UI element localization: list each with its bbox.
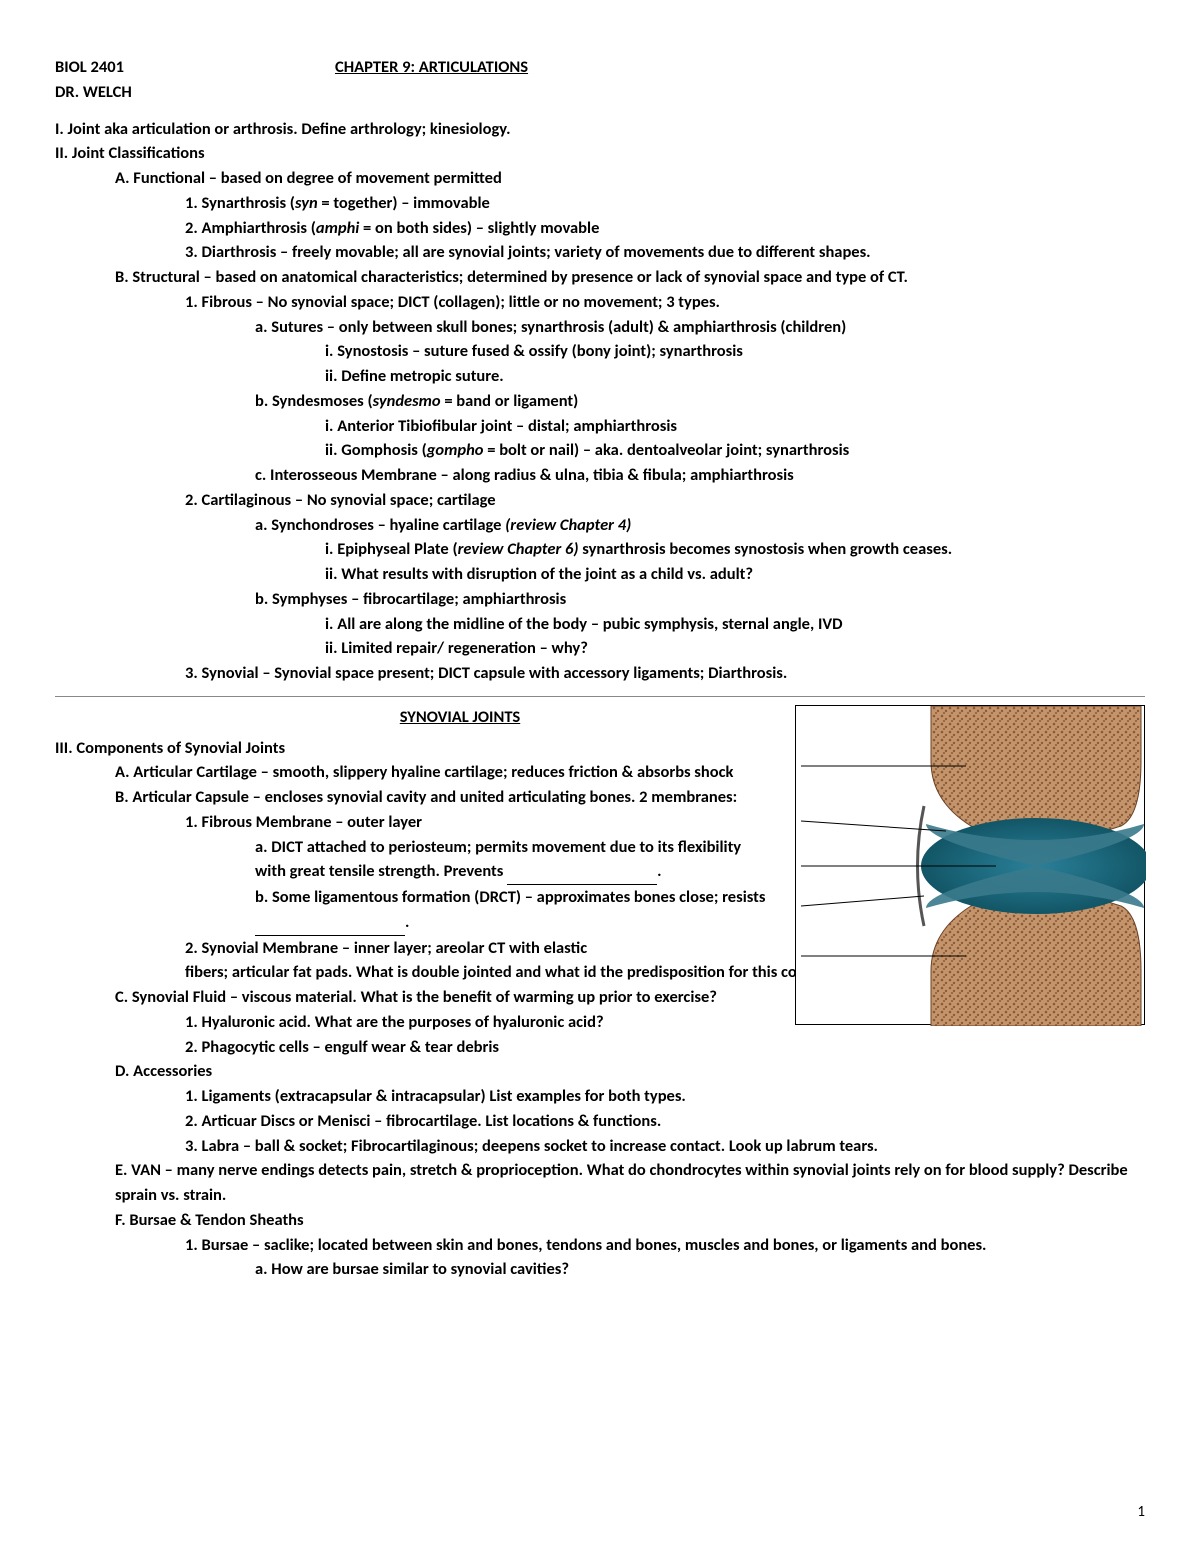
outline-II-B-2-b-i: i. All are along the midline of the body… [325,612,1145,637]
outline-II-A-2: 2. Amphiarthrosis (amphi = on both sides… [185,216,1145,241]
text-italic: review Chapter 6) [458,539,583,559]
outline-II-A: A. Functional – based on degree of movem… [115,166,1145,191]
text: synarthrosis becomes synostosis when gro… [582,539,952,559]
outline-III-D-2: 2. Articuar Discs or Menisci – fibrocart… [185,1109,1145,1134]
text-italic: syn [295,193,318,213]
page-number: 1 [1137,1501,1145,1524]
synovial-joint-diagram [795,705,1145,1025]
text: ii. Gomphosis ( [325,440,427,460]
outline-II-B-1-b-i: i. Anterior Tibiofibular joint – distal;… [325,414,1145,439]
joint-svg [796,706,1146,1026]
professor-name: DR. WELCH [55,80,1145,105]
text: a. DICT attached to periosteum; permits … [255,837,741,882]
text: . [405,912,409,932]
outline-II-B-1-b: b. Syndesmoses (syndesmo = band or ligam… [255,389,1145,414]
outline-II-A-3: 3. Diarthrosis – freely movable; all are… [185,240,1145,265]
text: 2. Amphiarthrosis ( [185,218,316,238]
outline-III-E: E. VAN – many nerve endings detects pain… [115,1158,1145,1208]
outline-III-F-1: 1. Bursae – saclike; located between ski… [185,1233,1145,1258]
header-row: BIOL 2401 CHAPTER 9: ARTICULATIONS [55,55,1145,80]
text: = on both sides) – slightly movable [359,218,599,238]
outline-II-B-2-b: b. Symphyses – fibrocartilage; amphiarth… [255,587,1145,612]
outline-III-B: B. Articular Capsule – encloses synovial… [115,785,775,810]
text: . [657,861,661,881]
outline-II-B-1-a-ii: ii. Define metropic suture. [325,364,1145,389]
outline-II-B-2-a-ii: ii. What results with disruption of the … [325,562,1145,587]
outline-III-F-1-a: a. How are bursae similar to synovial ca… [255,1257,1145,1282]
outline-section-1: I. Joint aka articulation or arthrosis. … [55,117,1145,686]
outline-II: II. Joint Classifications [55,141,1145,166]
text: b. Some ligamentous formation (DRCT) – a… [255,887,765,907]
course-code: BIOL 2401 [55,55,335,80]
text: = bolt or nail) – aka. dentoalveolar joi… [484,440,850,460]
text: b. Syndesmoses ( [255,391,373,411]
outline-III-B-1-b: b. Some ligamentous formation (DRCT) – a… [255,885,775,936]
outline-II-B: B. Structural – based on anatomical char… [115,265,1145,290]
text: 1. Synarthrosis ( [185,193,295,213]
text-italic: syndesmo [373,391,441,411]
outline-III-D: D. Accessories [115,1059,1145,1084]
section-divider [55,696,1145,697]
outline-II-B-1-a-i: i. Synostosis – suture fused & ossify (b… [325,339,1145,364]
outline-III-F: F. Bursae & Tendon Sheaths [115,1208,1145,1233]
outline-II-B-2-a-i: i. Epiphyseal Plate (review Chapter 6) s… [325,537,1145,562]
chapter-title: CHAPTER 9: ARTICULATIONS [335,55,528,80]
text: = band or ligament) [441,391,579,411]
outline-II-B-2: 2. Cartilaginous – No synovial space; ca… [185,488,1145,513]
blank-line [255,910,405,936]
blank-line [507,859,657,885]
outline-II-B-2-b-ii: ii. Limited repair/ regeneration – why? [325,636,1145,661]
outline-I: I. Joint aka articulation or arthrosis. … [55,117,1145,142]
outline-III-D-3: 3. Labra – ball & socket; Fibrocartilagi… [185,1134,1145,1159]
text: i. Epiphyseal Plate ( [325,539,458,559]
outline-III-C-2: 2. Phagocytic cells – engulf wear & tear… [185,1035,1145,1060]
outline-II-B-1-a: a. Sutures – only between skull bones; s… [255,315,1145,340]
outline-III-B-1-a: a. DICT attached to periosteum; permits … [255,835,775,886]
outline-II-B-1-b-ii: ii. Gomphosis (gompho = bolt or nail) – … [325,438,1145,463]
outline-III-A: A. Articular Cartilage – smooth, slipper… [115,760,775,785]
text-italic: amphi [316,218,359,238]
text: = together) – immovable [318,193,490,213]
text-italic: (review Chapter 4) [505,515,631,535]
text-italic: gompho [427,440,484,460]
outline-III-D-1: 1. Ligaments (extracapsular & intracapsu… [185,1084,1145,1109]
outline-II-A-1: 1. Synarthrosis (syn = together) – immov… [185,191,1145,216]
outline-II-B-2-a: a. Synchondroses – hyaline cartilage (re… [255,513,1145,538]
section-2-container: SYNOVIAL JOINTS [55,705,1145,1282]
outline-II-B-3: 3. Synovial – Synovial space present; DI… [185,661,1145,686]
outline-II-B-1: 1. Fibrous – No synovial space; DICT (co… [185,290,1145,315]
text: a. Synchondroses – hyaline cartilage [255,515,505,535]
outline-II-B-1-c: c. Interosseous Membrane – along radius … [255,463,1145,488]
